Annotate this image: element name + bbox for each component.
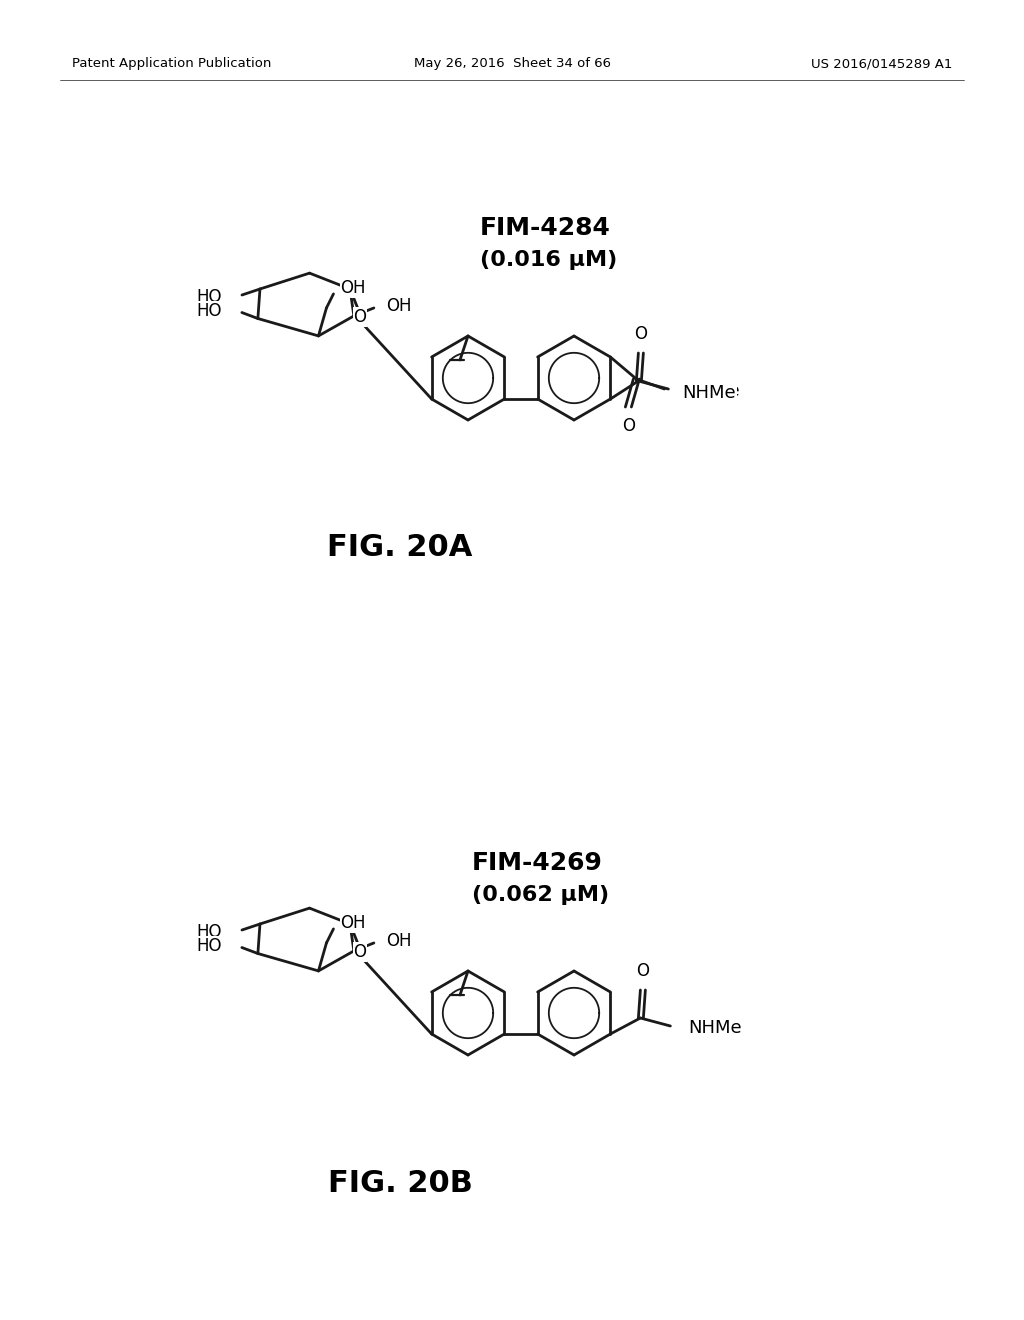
Text: HO: HO — [197, 923, 222, 941]
Text: NHMe: NHMe — [688, 1019, 742, 1038]
Text: HO: HO — [197, 936, 222, 954]
Text: OH: OH — [340, 913, 366, 932]
Text: FIG. 20A: FIG. 20A — [328, 533, 473, 562]
Text: OH: OH — [386, 932, 412, 950]
Text: OH: OH — [340, 279, 366, 297]
Text: Patent Application Publication: Patent Application Publication — [72, 58, 271, 70]
Text: O: O — [636, 962, 649, 979]
Text: NHMe: NHMe — [686, 381, 740, 400]
Text: O: O — [353, 308, 367, 326]
Text: O: O — [622, 417, 635, 436]
Text: OH: OH — [386, 297, 412, 315]
Text: O: O — [634, 325, 647, 343]
Text: HO: HO — [197, 301, 222, 319]
Text: (0.016 μM): (0.016 μM) — [480, 249, 617, 271]
Text: HO: HO — [197, 288, 222, 306]
Text: O: O — [353, 942, 367, 961]
Text: FIM-4284: FIM-4284 — [480, 216, 611, 240]
Text: FIM-4269: FIM-4269 — [472, 851, 603, 875]
Text: May 26, 2016  Sheet 34 of 66: May 26, 2016 Sheet 34 of 66 — [414, 58, 610, 70]
Text: NHMe: NHMe — [682, 384, 736, 403]
Text: FIG. 20B: FIG. 20B — [328, 1168, 472, 1197]
Text: (0.062 μM): (0.062 μM) — [472, 884, 609, 906]
Text: US 2016/0145289 A1: US 2016/0145289 A1 — [811, 58, 952, 70]
